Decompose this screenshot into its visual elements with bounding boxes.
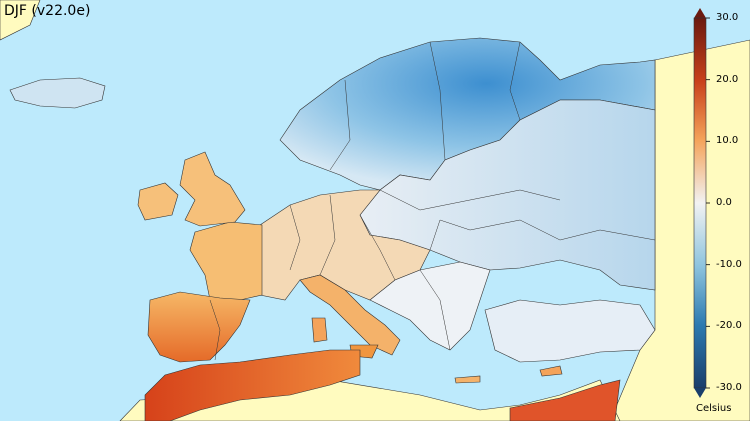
colorbar-labels: 30.0 20.0 10.0 0.0 -10.0 -20.0 -30.0 Cel…	[690, 0, 750, 421]
colorbar-tick-label: 0.0	[716, 197, 732, 208]
turkey	[484, 299, 656, 363]
france	[189, 221, 263, 301]
colorbar-top-arrow	[694, 8, 706, 18]
iceland	[9, 77, 106, 109]
balkans	[369, 261, 491, 351]
colorbar-tick-label: 30.0	[716, 12, 739, 23]
colorbar-tick-label: -10.0	[716, 258, 742, 270]
ireland	[137, 182, 179, 221]
great-britain	[179, 151, 246, 227]
colorbar-tick-label: -20.0	[716, 320, 742, 332]
colorbar-tick-label: 20.0	[716, 73, 739, 85]
italy	[299, 274, 401, 356]
north-africa	[144, 349, 361, 421]
cyprus	[539, 365, 563, 377]
iberian-peninsula	[147, 291, 251, 363]
central-europe	[259, 189, 431, 301]
crete	[454, 375, 481, 384]
colorbar-unit-label: Celsius	[696, 403, 732, 414]
map-title: DJF (v22.0e)	[4, 3, 91, 19]
colorbar	[693, 8, 710, 398]
sardinia	[311, 317, 328, 343]
country-borders	[209, 41, 656, 361]
colorbar-tick-label: -30.0	[716, 382, 742, 393]
colorbar-bottom-arrow	[694, 388, 706, 398]
colorbar-tick-label: 10.0	[716, 135, 739, 147]
levant	[509, 379, 621, 421]
